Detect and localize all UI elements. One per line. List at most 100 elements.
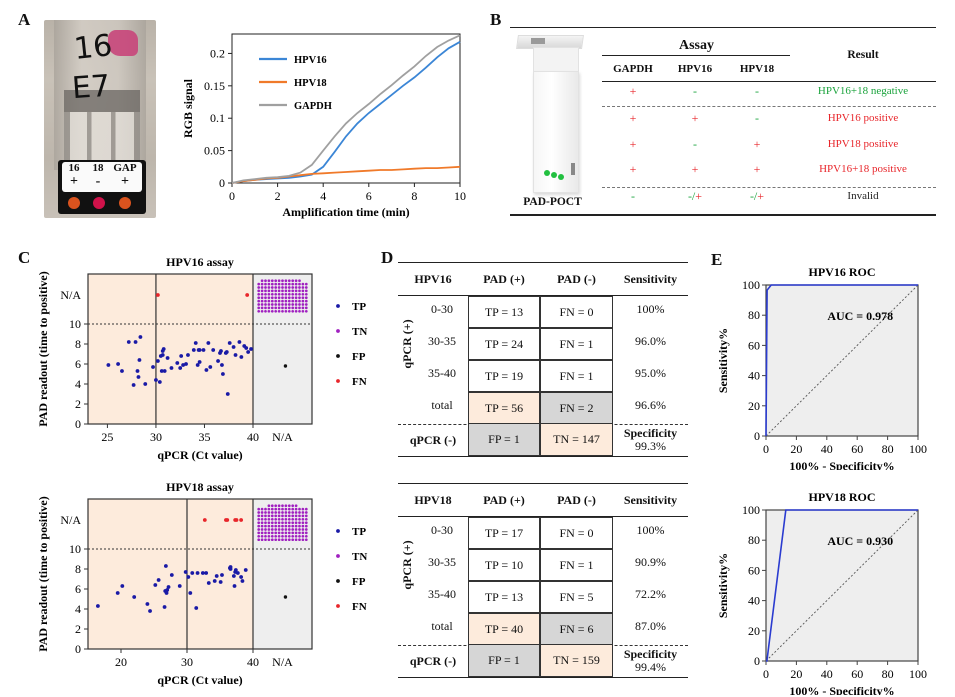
tp-point [163, 564, 168, 568]
column-header: PAD (-) [557, 271, 596, 286]
y-tick-label: 0 [75, 417, 81, 431]
tn-point [260, 507, 264, 511]
tp-point [195, 363, 200, 367]
tn-point [267, 511, 271, 514]
tn-point [270, 306, 274, 310]
fn-cell: FN = 2 [540, 392, 613, 424]
x-tick-label: 100 [909, 442, 927, 456]
tp-point [194, 606, 199, 610]
tn-point [267, 296, 271, 300]
tn-point [284, 309, 288, 313]
x-axis-label: 100% - Specificity% [789, 459, 894, 470]
sensitivity-value: 90.9% [635, 554, 666, 569]
tn-point [260, 299, 264, 303]
tn-point [260, 279, 264, 283]
tp-point [136, 375, 141, 379]
auc-annotation: AUC = 0.930 [827, 534, 893, 548]
tn-point [298, 279, 301, 283]
tp-point [115, 591, 120, 595]
tn-point [284, 289, 288, 293]
tn-point [291, 289, 295, 293]
fn-point [234, 518, 239, 522]
result-label: HPV16+18 negative [817, 85, 909, 97]
y-tick-label: 20 [748, 624, 760, 638]
tn-point [298, 296, 301, 300]
tn-point [304, 534, 308, 538]
fp-cell: FP = 1 [468, 424, 540, 456]
plus-sign: + [757, 189, 765, 203]
x-tick-label: 25 [101, 430, 113, 444]
tp-point [106, 363, 111, 367]
tn-point [267, 517, 271, 521]
tn-point [267, 282, 271, 286]
x-tick-label: 6 [366, 189, 372, 203]
y-tick-label: 10 [69, 542, 81, 556]
tn-point [287, 507, 291, 511]
legend-label-fn: FN [352, 601, 367, 613]
tn-point [304, 511, 308, 514]
table-top-rule [398, 262, 688, 263]
tp-point [143, 382, 148, 386]
header-rule [398, 295, 688, 296]
tn-point [287, 528, 291, 531]
tn-point [264, 296, 267, 300]
tn-point [264, 524, 267, 528]
tp-point [161, 347, 166, 351]
tn-point [270, 511, 274, 514]
header-rule [398, 516, 688, 517]
result-cell: - [755, 84, 759, 98]
tn-point [267, 538, 271, 542]
tn-point [298, 286, 301, 289]
plot-frame [765, 509, 919, 662]
tn-point [304, 309, 308, 313]
tn-point [301, 282, 305, 286]
tn-point [274, 303, 278, 306]
tp-point [221, 372, 225, 376]
tn-point [260, 538, 264, 542]
y-tick-label: 2 [75, 622, 81, 636]
y-tick-label-na: N/A [60, 513, 81, 527]
x-tick-label: 100 [909, 667, 927, 681]
tn-point [274, 279, 278, 283]
tp-point [219, 349, 223, 353]
tn-point [298, 534, 301, 538]
tn-point [264, 282, 267, 286]
tn-point [301, 292, 305, 296]
roc-curve [765, 284, 918, 437]
tn-point [294, 306, 298, 310]
header-bottom-rule [602, 81, 936, 82]
result-cell: + [691, 111, 699, 125]
tn-point [281, 306, 284, 310]
table-bottom-rule [398, 456, 688, 457]
green-led-1 [544, 170, 550, 176]
tp-cell: TP = 40 [468, 613, 540, 645]
tn-point [270, 296, 274, 300]
tn-point [267, 534, 271, 538]
y-tick-label: 10 [69, 317, 81, 331]
chart-title: HPV16 ROC [809, 265, 876, 279]
column-header: HPV16 [414, 271, 452, 286]
tn-point [294, 538, 298, 542]
tn-point [301, 299, 305, 303]
tn-point [274, 299, 278, 303]
tn-point [301, 303, 305, 306]
tn-point [294, 517, 298, 521]
tn-point [298, 507, 301, 511]
tn-point [301, 517, 305, 521]
tn-point [301, 528, 305, 531]
tn-point [287, 534, 291, 538]
range-label: 30-35 [428, 333, 456, 348]
tn-point [301, 534, 305, 538]
tn-point [267, 521, 271, 525]
tn-point [264, 528, 267, 531]
tn-point [281, 517, 284, 521]
result-label: HPV16+18 positive [819, 163, 907, 175]
tn-point [284, 521, 288, 525]
device-slot [531, 38, 545, 44]
x-tick-label-na: N/A [272, 655, 293, 669]
y-tick-label: 0 [754, 429, 760, 443]
handwriting-16: 16 [72, 28, 114, 67]
tn-point [291, 511, 295, 514]
tp-point [164, 591, 169, 595]
tn-point [260, 521, 264, 525]
